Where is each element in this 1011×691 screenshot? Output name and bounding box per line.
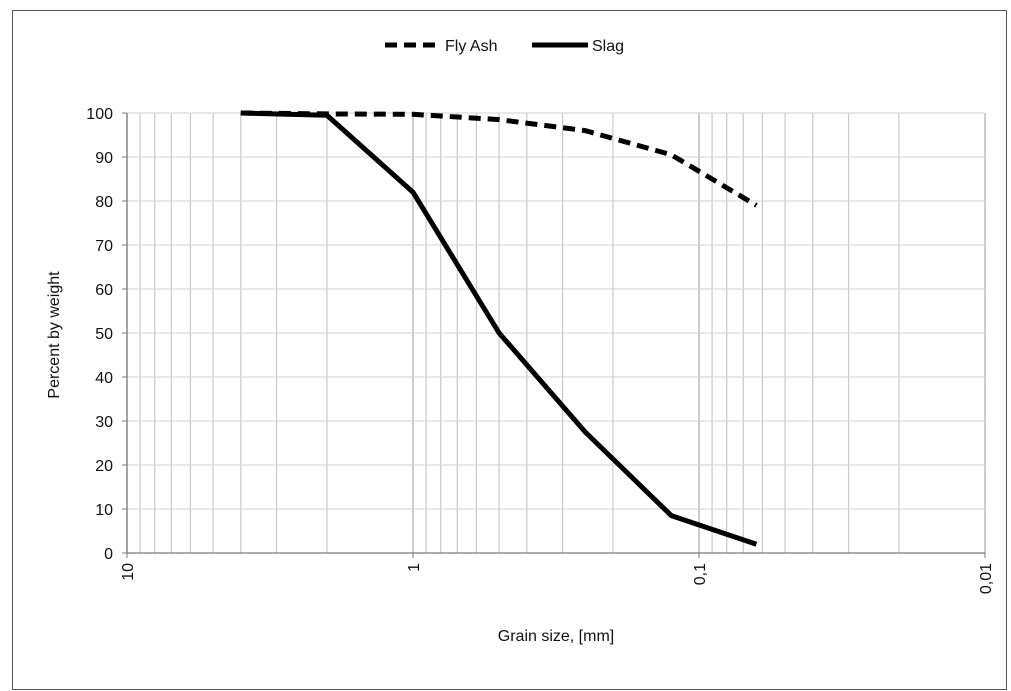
- y-tick-label: 30: [95, 414, 113, 431]
- y-tick-label: 50: [95, 326, 113, 343]
- x-tick-label: 0,1: [692, 563, 709, 585]
- legend-label-fly-ash: Fly Ash: [445, 38, 497, 55]
- y-tick-label: 40: [95, 370, 113, 387]
- grain-size-chart: 0 10 20 30 40 50 60 70 80 90 100 10 1 0,1 0,01 Fly As…: [13, 11, 1008, 691]
- legend-label-slag: Slag: [592, 38, 624, 55]
- y-tick-label: 90: [95, 150, 113, 167]
- y-tick-label: 10: [95, 502, 113, 519]
- y-tick-label: 80: [95, 194, 113, 211]
- y-tick-label: 20: [95, 458, 113, 475]
- x-axis-title: Grain size, [mm]: [498, 628, 614, 645]
- y-axis-title: Percent by weight: [46, 271, 63, 399]
- y-tick-labels: 0 10 20 30 40 50 60 70 80 90 100: [86, 106, 113, 563]
- x-tick-label: 10: [120, 563, 137, 581]
- legend: Fly Ash Slag: [385, 38, 624, 55]
- chart-frame: 0 10 20 30 40 50 60 70 80 90 100 10 1 0,1 0,01 Fly As…: [12, 10, 1007, 690]
- grid: [127, 113, 985, 553]
- axes: [122, 113, 985, 558]
- x-tick-label: 0,01: [978, 563, 995, 594]
- y-tick-label: 70: [95, 238, 113, 255]
- y-tick-label: 0: [104, 546, 113, 563]
- y-tick-label: 60: [95, 282, 113, 299]
- y-tick-label: 100: [86, 106, 113, 123]
- x-tick-labels: 10 1 0,1 0,01: [120, 563, 995, 594]
- x-tick-label: 1: [406, 563, 423, 572]
